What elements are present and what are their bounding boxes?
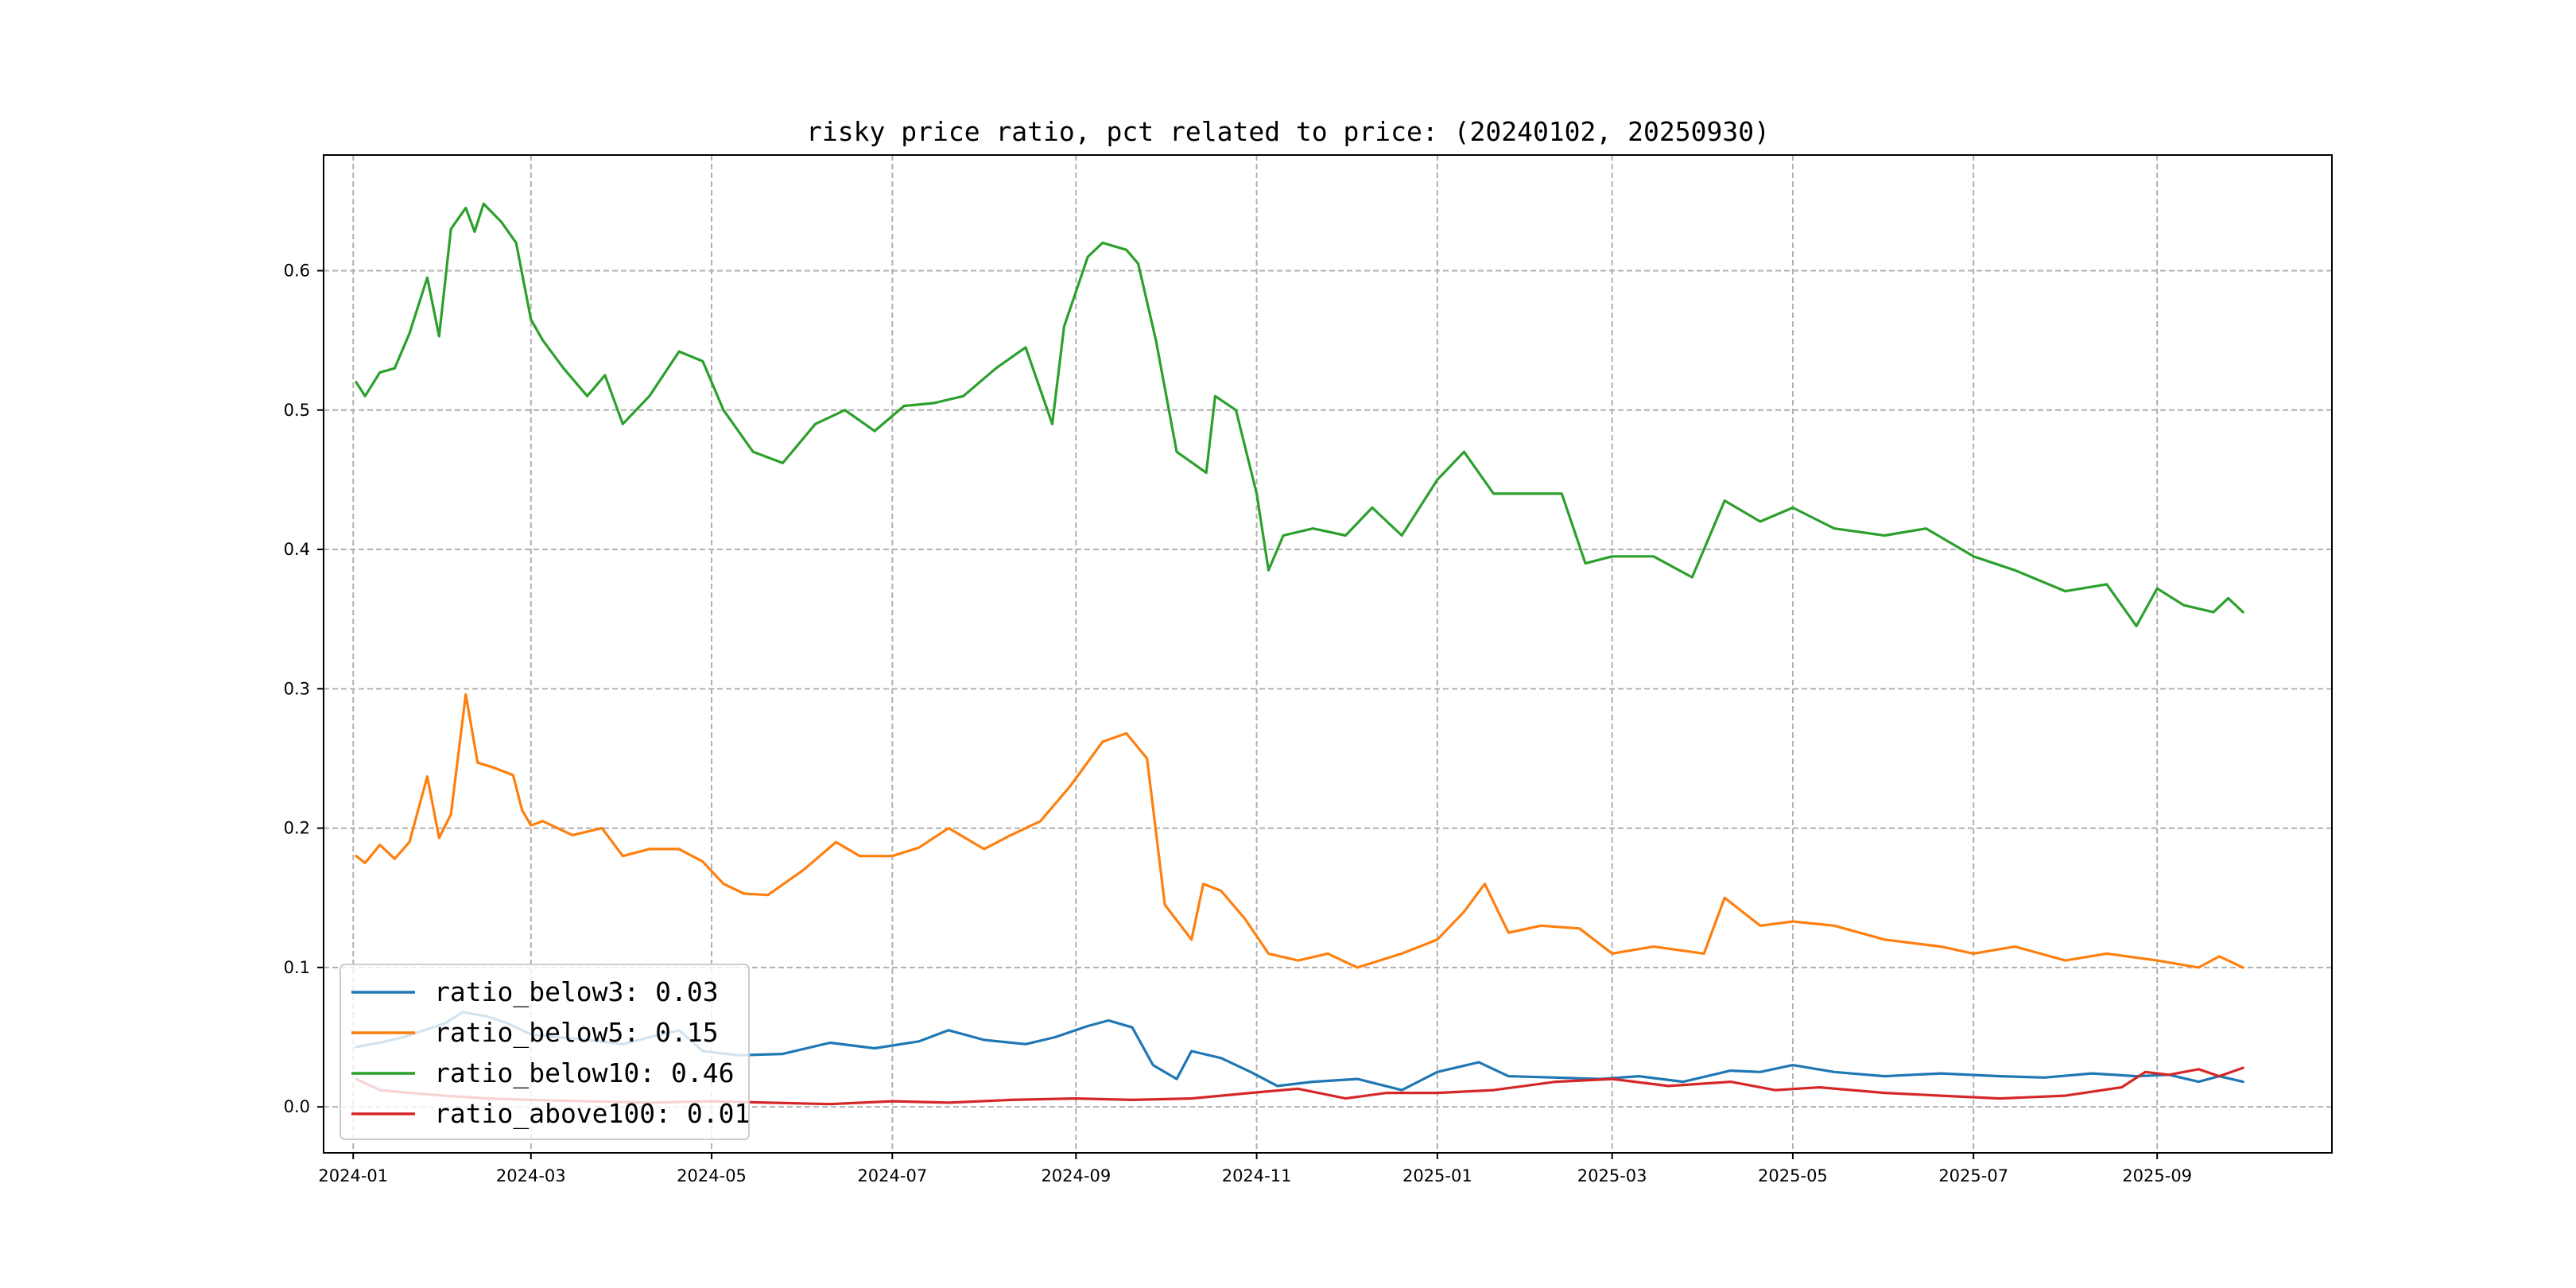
x-tick-label: 2024-03 bbox=[496, 1166, 566, 1185]
grid bbox=[324, 155, 2332, 1153]
chart-title: risky price ratio, pct related to price:… bbox=[806, 116, 1770, 147]
y-tick-label: 0.1 bbox=[284, 958, 310, 977]
legend-label-ratio-below3: ratio_below3: 0.03 bbox=[434, 976, 719, 1008]
y-tick-label: 0.3 bbox=[284, 679, 310, 698]
y-tick-label: 0.6 bbox=[284, 261, 310, 280]
x-tick-label: 2024-11 bbox=[1222, 1166, 1292, 1185]
x-tick-label: 2024-07 bbox=[857, 1166, 927, 1185]
x-tick-label: 2025-01 bbox=[1402, 1166, 1472, 1185]
legend-label-ratio-above100: ratio_above100: 0.01 bbox=[434, 1098, 750, 1130]
x-tick-label: 2025-09 bbox=[2122, 1166, 2192, 1185]
y-tick-label: 0.2 bbox=[284, 819, 310, 838]
x-tick-label: 2025-05 bbox=[1758, 1166, 1828, 1185]
x-tick-label: 2025-07 bbox=[1938, 1166, 2008, 1185]
series-line-ratio-below5 bbox=[355, 692, 2244, 969]
legend: ratio_below3: 0.03 ratio_below5: 0.15 rati… bbox=[339, 964, 750, 1140]
x-tick-label: 2024-05 bbox=[677, 1166, 747, 1185]
x-tick-label: 2024-01 bbox=[318, 1166, 388, 1185]
x-tick-label: 2025-03 bbox=[1577, 1166, 1647, 1185]
legend-box bbox=[339, 964, 750, 1140]
x-tick-label: 2024-09 bbox=[1041, 1166, 1111, 1185]
legend-label-ratio-below10: ratio_below10: 0.46 bbox=[434, 1057, 735, 1089]
y-tick-label: 0.0 bbox=[284, 1097, 310, 1116]
axis-ticks: 2024-01 2024-03 2024-05 2024-07 2024-09 2024-… bbox=[284, 261, 2192, 1185]
y-tick-label: 0.4 bbox=[284, 540, 310, 559]
y-tick-label: 0.5 bbox=[284, 401, 310, 420]
series-line-ratio-below10 bbox=[355, 202, 2244, 627]
legend-label-ratio-below5: ratio_below5: 0.15 bbox=[434, 1017, 719, 1049]
plot-area-frame bbox=[323, 154, 2333, 1154]
